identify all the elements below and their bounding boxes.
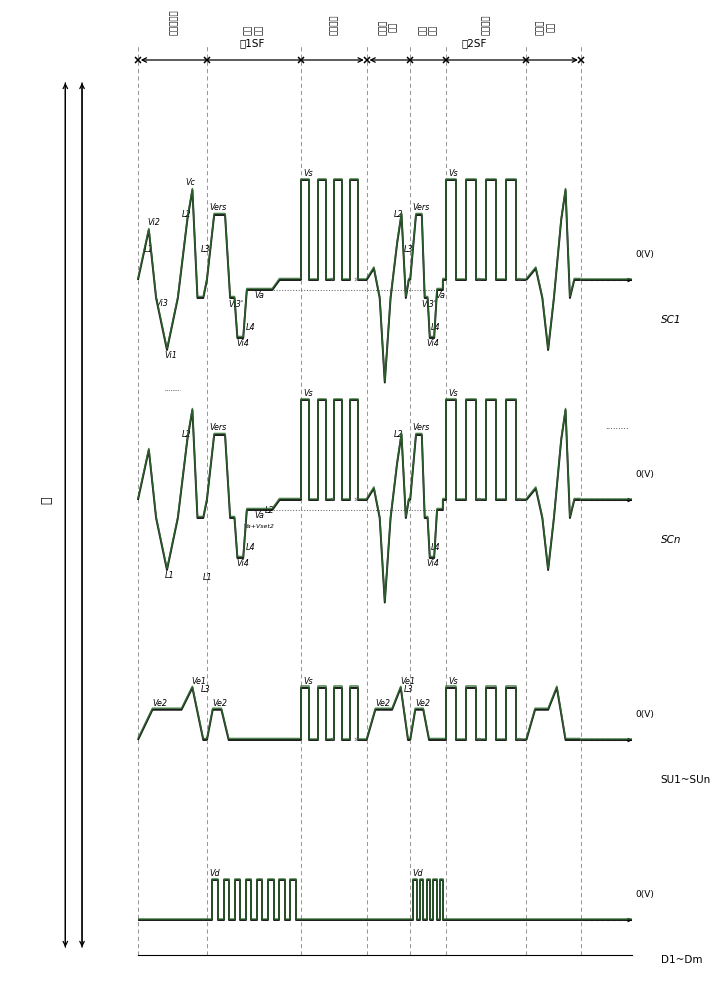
Text: »: » [329, 736, 335, 744]
Text: L3: L3 [404, 685, 413, 694]
Text: »: » [516, 495, 522, 504]
Text: Va+Vset2: Va+Vset2 [243, 524, 274, 529]
Text: L3: L3 [404, 245, 413, 254]
Text: Ve2: Ve2 [213, 699, 228, 708]
Text: Vd: Vd [209, 869, 220, 878]
Text: Ve2: Ve2 [375, 699, 391, 708]
Text: 初始化期间: 初始化期间 [170, 9, 179, 35]
Text: 维持期间: 维持期间 [330, 14, 338, 35]
Text: »: » [353, 495, 359, 504]
Text: Vi3': Vi3' [229, 300, 244, 309]
Text: Vd: Vd [412, 869, 423, 878]
Text: L2: L2 [182, 430, 191, 439]
Text: Vc: Vc [185, 178, 195, 187]
Text: »: » [353, 736, 359, 744]
Text: L3: L3 [201, 245, 211, 254]
Text: 0(V): 0(V) [635, 250, 654, 259]
Text: ·········: ········· [605, 426, 629, 434]
Text: SC1: SC1 [661, 315, 681, 325]
Text: Vers: Vers [412, 423, 430, 432]
Text: L2: L2 [265, 506, 274, 515]
Text: 初始化
期间: 初始化 期间 [379, 20, 398, 35]
Text: »: » [353, 275, 359, 284]
Text: Vi4: Vi4 [426, 559, 439, 568]
Text: »: » [329, 275, 335, 284]
Text: Vi2: Vi2 [147, 218, 160, 227]
Text: 写入
期间: 写入 期间 [419, 25, 438, 35]
Text: Ve2: Ve2 [152, 699, 168, 708]
Text: L1: L1 [203, 573, 213, 582]
Text: Vs: Vs [449, 169, 458, 178]
Text: Ve1: Ve1 [401, 677, 416, 686]
Text: L1: L1 [165, 571, 174, 580]
Text: Vi4: Vi4 [236, 339, 249, 348]
Text: »: » [476, 495, 482, 504]
Text: Vers: Vers [209, 203, 227, 212]
Text: 0(V): 0(V) [635, 471, 654, 480]
Text: Vers: Vers [412, 203, 430, 212]
Text: L4: L4 [431, 323, 440, 332]
Text: 写入
期间: 写入 期间 [245, 25, 264, 35]
Text: L4: L4 [245, 543, 255, 552]
Text: L4: L4 [431, 543, 440, 552]
Text: Ve1: Ve1 [191, 677, 206, 686]
Text: »: » [516, 736, 522, 744]
Text: Va: Va [254, 511, 264, 520]
Text: Vs: Vs [449, 389, 458, 398]
Text: Va: Va [436, 291, 446, 300]
Text: Ve2: Ve2 [415, 699, 431, 708]
Text: L2: L2 [394, 430, 404, 439]
Text: Vers: Vers [209, 423, 227, 432]
Text: 0(V): 0(V) [635, 710, 654, 719]
Text: L2: L2 [394, 210, 404, 219]
Text: Vs: Vs [303, 169, 313, 178]
Text: »: » [329, 495, 335, 504]
Text: »: » [516, 275, 522, 284]
Text: 0(V): 0(V) [635, 890, 654, 900]
Text: Vi4: Vi4 [236, 559, 249, 568]
Text: Vi3: Vi3 [155, 299, 168, 308]
Text: 维持期间: 维持期间 [482, 14, 491, 35]
Text: 第1SF: 第1SF [240, 38, 265, 48]
Text: L1: L1 [144, 245, 153, 254]
Text: SCn: SCn [661, 535, 681, 545]
Text: »: » [476, 275, 482, 284]
Text: SU1~SUn: SU1~SUn [661, 775, 711, 785]
Text: Vs: Vs [303, 389, 313, 398]
Text: L3: L3 [201, 685, 211, 694]
Text: Vi3': Vi3' [422, 300, 437, 309]
Text: Vi4: Vi4 [426, 339, 439, 348]
Text: 场: 场 [41, 496, 54, 504]
Text: 第2SF: 第2SF [461, 38, 486, 48]
Text: L2: L2 [182, 210, 191, 219]
Text: 初始化
期间: 初始化 期间 [537, 20, 555, 35]
Text: L4: L4 [245, 323, 255, 332]
Text: D1~Dm: D1~Dm [661, 955, 702, 965]
Text: Va: Va [254, 291, 264, 300]
Text: Vs: Vs [303, 677, 313, 686]
Text: »: » [476, 736, 482, 744]
Text: Vs: Vs [449, 677, 458, 686]
Text: Vi1: Vi1 [165, 351, 178, 360]
